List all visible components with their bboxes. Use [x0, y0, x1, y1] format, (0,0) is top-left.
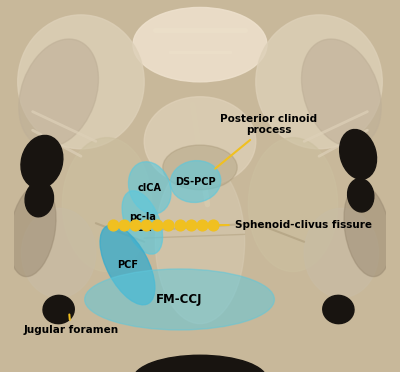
Text: Posterior clinoid
process: Posterior clinoid process [215, 114, 317, 169]
Point [154, 222, 160, 228]
Ellipse shape [248, 138, 338, 272]
Ellipse shape [344, 185, 391, 277]
Point [199, 222, 205, 228]
Ellipse shape [9, 185, 56, 277]
Ellipse shape [128, 162, 171, 214]
Point [143, 222, 149, 228]
Point [132, 222, 138, 228]
Ellipse shape [122, 191, 162, 254]
Ellipse shape [340, 129, 376, 179]
Point [165, 222, 172, 228]
Ellipse shape [22, 208, 96, 298]
Ellipse shape [133, 7, 267, 82]
Ellipse shape [256, 15, 382, 149]
Ellipse shape [304, 208, 378, 298]
Ellipse shape [323, 295, 354, 324]
Text: pc-la
ICA: pc-la ICA [129, 212, 156, 233]
Point [120, 222, 127, 228]
Ellipse shape [302, 39, 381, 147]
Point [176, 222, 183, 228]
Ellipse shape [19, 39, 98, 147]
Ellipse shape [85, 269, 274, 330]
Ellipse shape [62, 138, 152, 272]
Ellipse shape [348, 179, 374, 212]
Ellipse shape [133, 355, 267, 372]
Text: Sphenoid-clivus fissure: Sphenoid-clivus fissure [235, 220, 372, 230]
Ellipse shape [43, 295, 74, 324]
Text: Jugular foramen: Jugular foramen [23, 314, 118, 335]
Ellipse shape [163, 145, 237, 190]
Text: cICA: cICA [138, 183, 162, 193]
Point [109, 222, 116, 228]
Point [210, 222, 216, 228]
Ellipse shape [21, 135, 63, 188]
Ellipse shape [170, 161, 221, 202]
Text: FM-CCJ: FM-CCJ [156, 293, 203, 306]
Text: DS-PCP: DS-PCP [175, 177, 216, 186]
Ellipse shape [144, 97, 256, 186]
Ellipse shape [100, 225, 155, 305]
Ellipse shape [18, 15, 144, 149]
Ellipse shape [155, 160, 245, 324]
Text: PCF: PCF [117, 260, 138, 270]
Ellipse shape [25, 181, 54, 217]
Point [188, 222, 194, 228]
